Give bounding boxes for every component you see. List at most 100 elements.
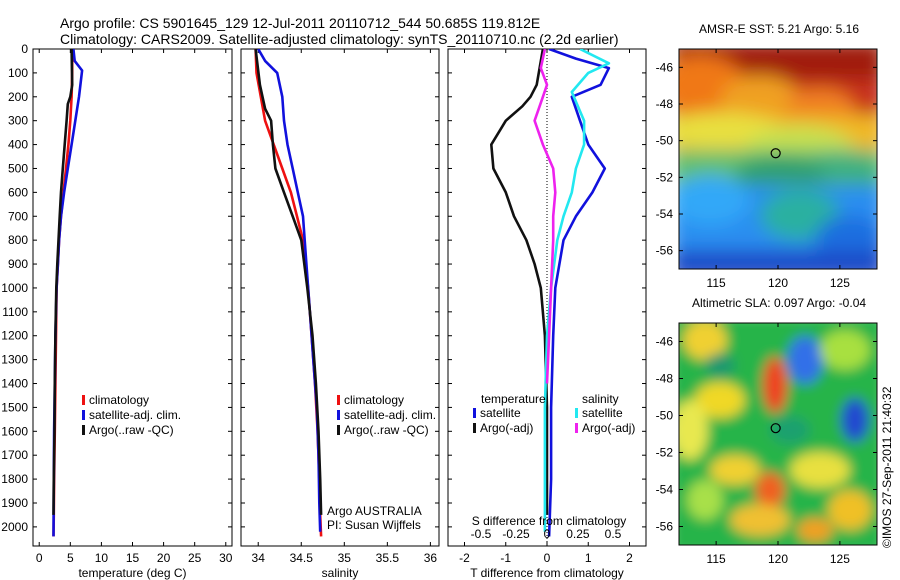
series-line-argo [254, 49, 323, 515]
figure-title-line1: Argo profile: CS 5901645_129 12-Jul-2011… [60, 15, 541, 31]
y-tick-label: 200 [8, 90, 28, 104]
map-y-tick-label: -50 [656, 409, 674, 423]
y-tick-label: 1900 [1, 496, 28, 510]
x-tick-label: 10 [95, 551, 109, 565]
map-y-tick-label: -52 [656, 170, 674, 184]
x-tick-label: 5 [67, 551, 74, 565]
sla-map-argo-marker [770, 423, 781, 434]
temperature-panel-frame [32, 48, 233, 547]
s-tick-label: -0.5 [471, 527, 492, 541]
legend-s-salinity_argo-label: Argo(-adj) [582, 421, 635, 435]
s-axis-label: S difference from climatology [472, 514, 627, 528]
sst-map-argo-marker [770, 148, 781, 159]
difference-panel-legend: temperature salinitysatelliteArgo(-adj)sa… [473, 392, 635, 435]
map-y-tick-label: -48 [656, 97, 674, 111]
x-tick-label: 0 [544, 551, 551, 565]
temperature-panel-series [52, 49, 84, 537]
salinity-annotation: PI: Susan Wijffels [327, 518, 421, 532]
legend-s-salinity_satellite-swatch [575, 408, 578, 418]
salinity-annotation: Argo AUSTRALIA [327, 504, 422, 518]
map-x-tick-label: 120 [768, 276, 788, 290]
series-line-satellite_adj [547, 49, 611, 537]
map-x-tick-label: 115 [707, 276, 726, 290]
sst-map-title: AMSR-E SST: 5.21 Argo: 5.16 [699, 22, 859, 36]
x-tick-label: 34.5 [290, 551, 314, 565]
sst-map [678, 48, 878, 270]
legend-t-argo-label: Argo(-adj) [480, 421, 533, 435]
legend-satellite_adj-swatch [82, 410, 85, 420]
x-axis-label: salinity [322, 566, 359, 580]
y-tick-label: 600 [8, 185, 28, 199]
sla-map-title: Altimetric SLA: 0.097 Argo: -0.04 [692, 296, 866, 310]
x-axis-label: temperature (deg C) [78, 566, 186, 580]
map-x-tick-label: 125 [830, 276, 850, 290]
s-tick-label: 0 [544, 527, 551, 541]
map-y-tick-label: -52 [656, 446, 674, 460]
y-tick-label: 1800 [1, 472, 28, 486]
legend-climatology-swatch [82, 395, 85, 405]
legend-satellite_adj-label: satellite-adj. clim. [89, 408, 181, 422]
x-tick-label: 15 [126, 551, 140, 565]
figure-title-line2: Climatology: CARS2009. Satellite-adjuste… [60, 31, 619, 47]
y-tick-label: 1300 [1, 353, 28, 367]
salinity-panel-series [254, 49, 323, 537]
sla-field [679, 323, 877, 545]
legend-s-salinity_satellite-label: satellite [582, 406, 623, 420]
legend-group-temperature: temperature [481, 392, 546, 406]
y-tick-label: 2000 [1, 520, 28, 534]
legend-satellite_adj-swatch [337, 410, 340, 420]
legend-s-salinity_argo-swatch [575, 423, 578, 433]
series-line-argo [489, 49, 549, 515]
s-tick-label: 0.5 [605, 527, 622, 541]
legend-group-salinity: salinity [582, 392, 619, 406]
salinity-panel [240, 48, 440, 547]
map-y-tick-label: -46 [656, 60, 674, 74]
y-tick-label: 1600 [1, 424, 28, 438]
sst-field [679, 49, 877, 269]
sla-map [678, 322, 878, 546]
legend-t-satellite_adj-label: satellite [480, 406, 521, 420]
series-line-salinity_argo [533, 49, 557, 384]
x-tick-label: 30 [219, 551, 233, 565]
x-tick-label: 1 [585, 551, 592, 565]
x-tick-label: 36 [424, 551, 438, 565]
y-tick-label: 1100 [2, 305, 28, 319]
legend-argo-swatch [337, 425, 340, 435]
map-y-tick-label: -48 [656, 372, 674, 386]
legend-climatology-swatch [337, 395, 340, 405]
legend-satellite_adj-label: satellite-adj. clim. [344, 408, 436, 422]
map-x-tick-label: 115 [707, 552, 726, 566]
series-line-salinity_satellite [543, 49, 611, 532]
map-y-tick-label: -56 [656, 520, 674, 534]
x-tick-label: 35.5 [376, 551, 400, 565]
map-x-tick-label: 120 [768, 552, 788, 566]
y-tick-label: 700 [8, 209, 28, 223]
legend-climatology-label: climatology [344, 393, 404, 407]
x-tick-label: 20 [157, 551, 171, 565]
map-y-tick-label: -54 [656, 483, 674, 497]
y-tick-label: 1700 [1, 448, 28, 462]
legend-argo-label: Argo(..raw -QC) [89, 423, 174, 437]
map-x-tick-label: 125 [830, 552, 850, 566]
x-tick-label: 0 [36, 551, 43, 565]
y-tick-label: 500 [8, 161, 28, 175]
y-tick-label: 400 [8, 138, 28, 152]
legend-climatology-label: climatology [89, 393, 149, 407]
x-tick-label: 25 [188, 551, 202, 565]
temperature-panel [32, 48, 233, 547]
x-tick-label: -2 [459, 551, 470, 565]
y-tick-label: 300 [8, 114, 28, 128]
s-tick-label: -0.25 [502, 527, 530, 541]
x-tick-label: 2 [626, 551, 633, 565]
difference-panel-series [489, 49, 611, 537]
y-tick-label: 0 [21, 42, 28, 56]
map-y-tick-label: -54 [656, 207, 674, 221]
series-line-satellite_adj [257, 49, 322, 532]
s-tick-label: 0.25 [566, 527, 590, 541]
x-tick-label: 35 [338, 551, 352, 565]
legend-t-satellite_adj-swatch [473, 408, 476, 418]
y-tick-label: 1200 [1, 329, 28, 343]
y-tick-label: 900 [8, 257, 28, 271]
map-y-tick-label: -50 [656, 134, 674, 148]
